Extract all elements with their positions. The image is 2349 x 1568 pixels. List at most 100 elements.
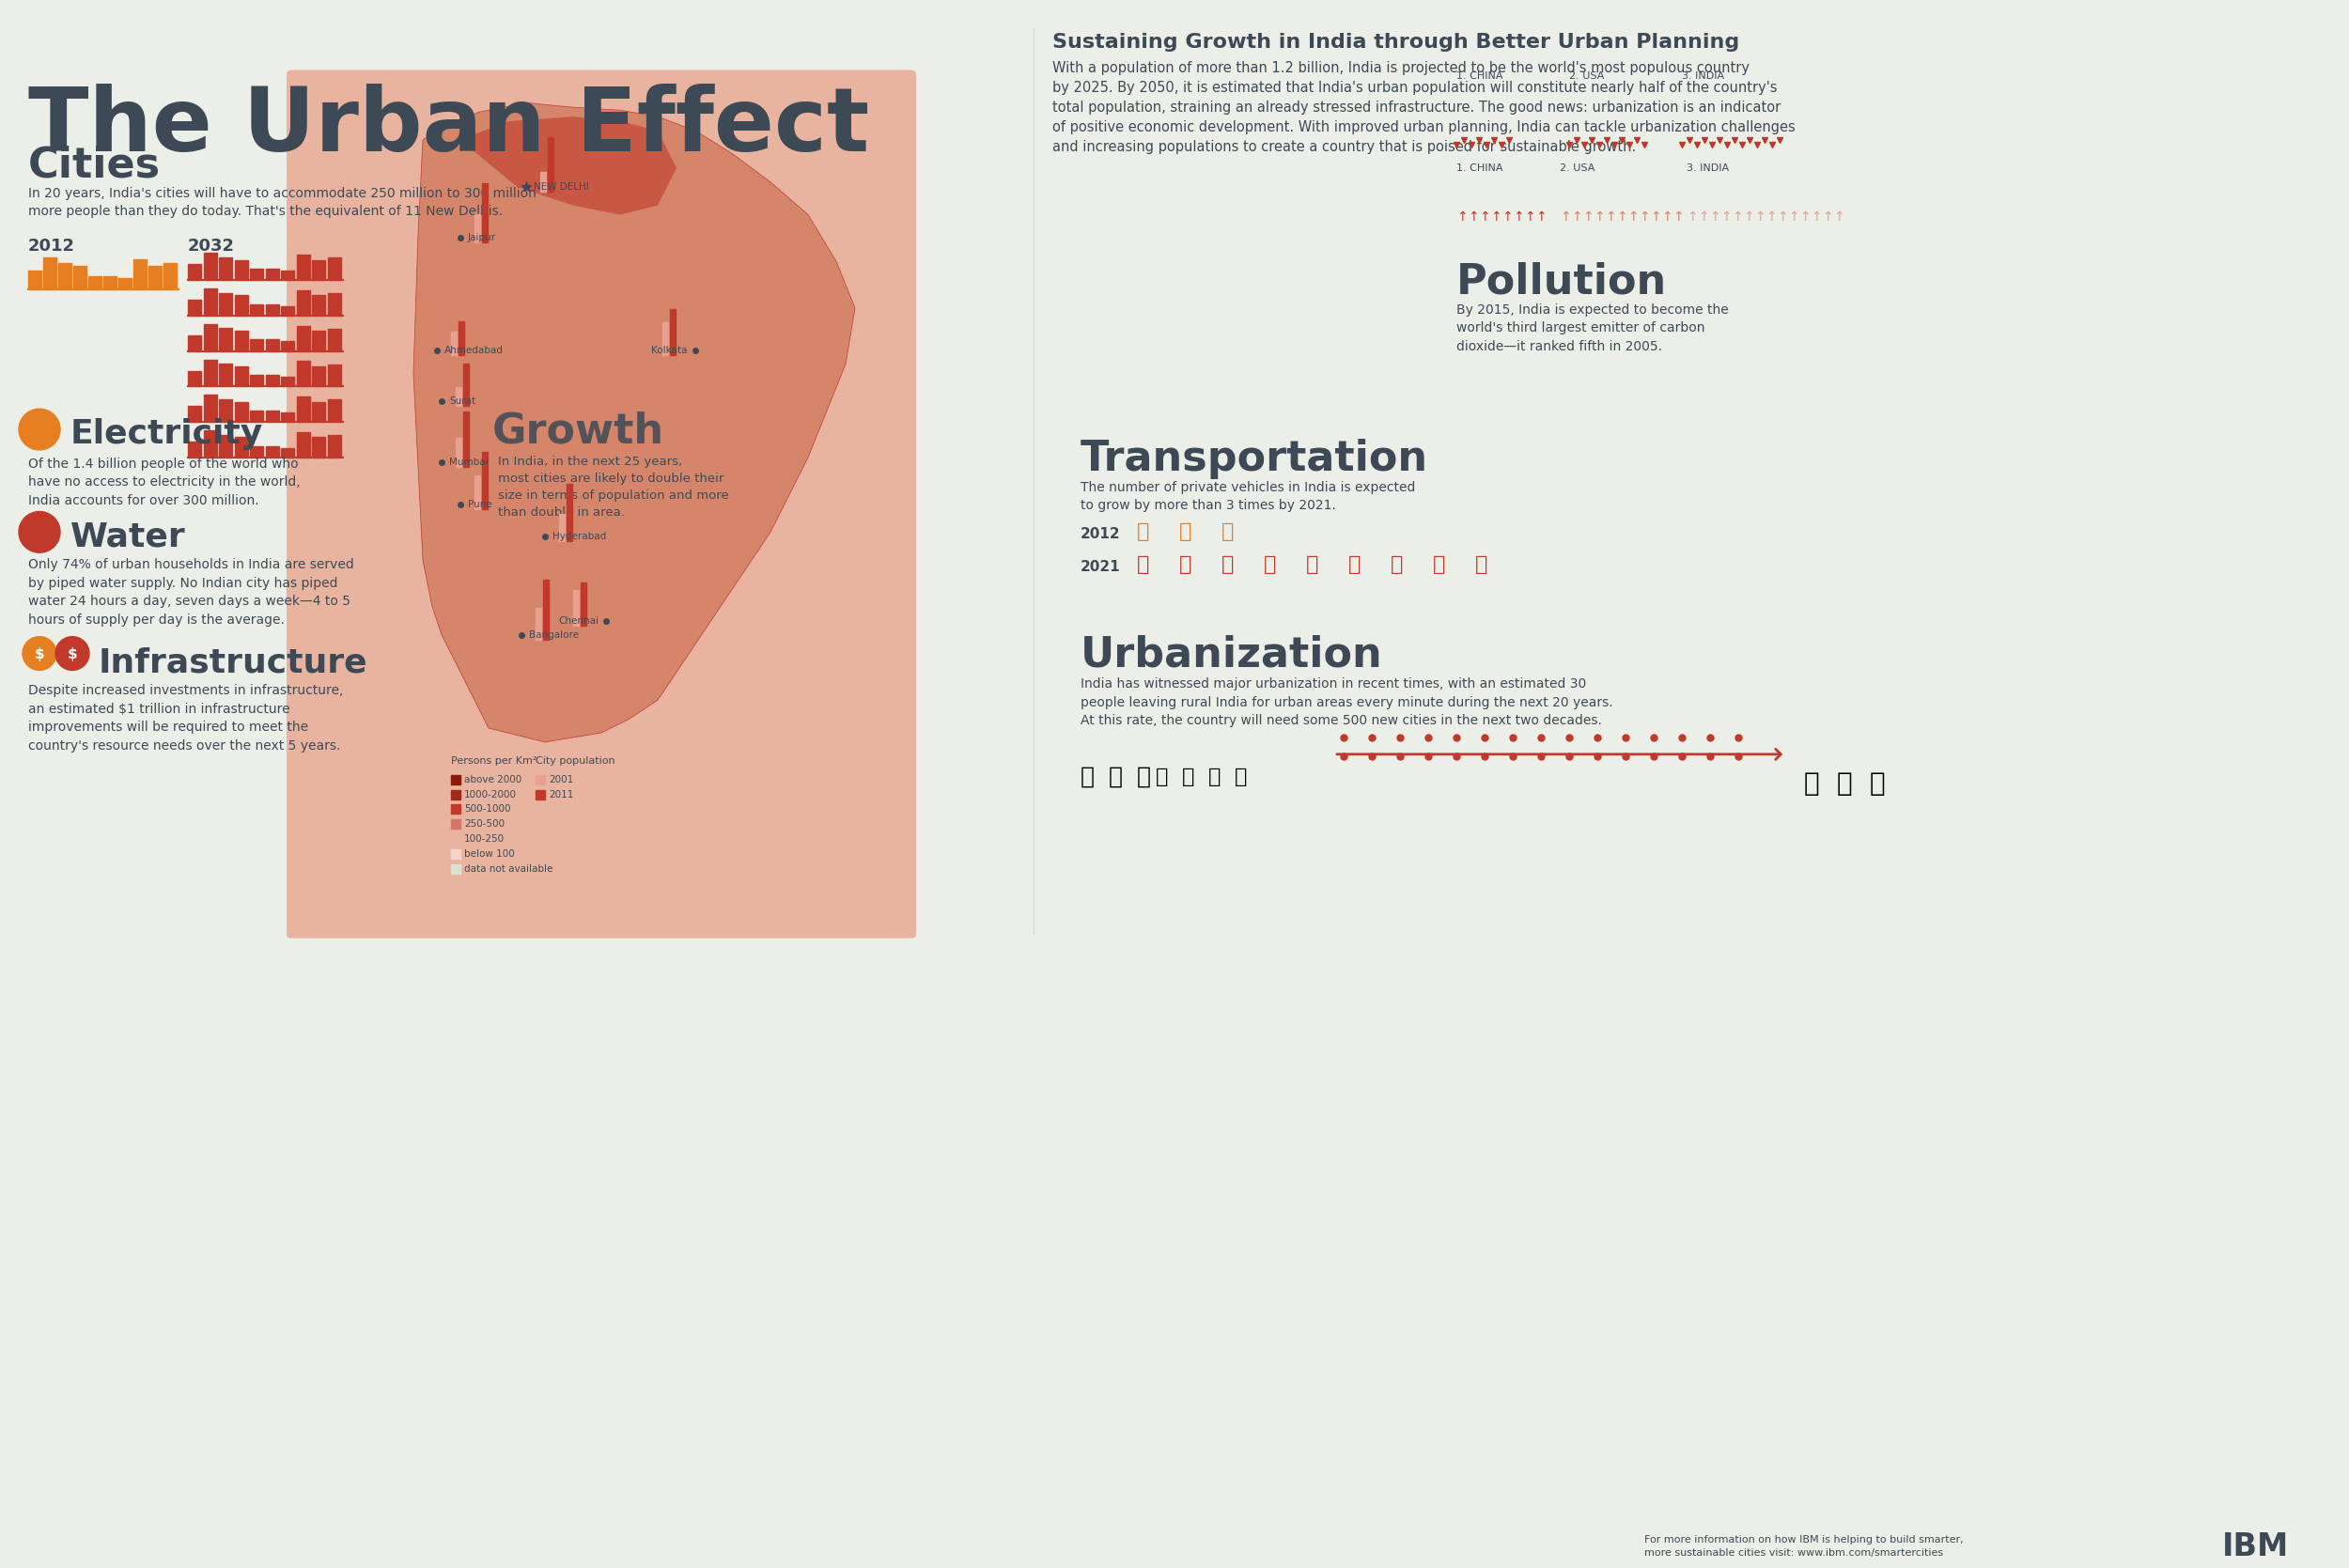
Text: above 2000: above 2000 [465,775,521,784]
Text: 2011: 2011 [550,790,573,800]
Bar [249,304,263,315]
Text: ↑: ↑ [1776,210,1788,223]
Text: Cities: Cities [28,144,160,185]
Text: IBM: IBM [2222,1530,2288,1562]
Bar [282,412,294,422]
Bar [463,412,470,467]
Text: ↑: ↑ [1698,210,1708,223]
Text: ↑: ↑ [1811,210,1820,223]
Text: Pune: Pune [467,499,493,508]
Bar [235,401,247,422]
Text: 🚗: 🚗 [1348,555,1360,574]
Bar [482,183,489,243]
FancyBboxPatch shape [287,71,916,938]
Text: ↑: ↑ [1788,210,1799,223]
Bar [218,434,233,458]
Bar [59,263,70,290]
Text: ↑: ↑ [1501,210,1513,223]
Bar [265,304,280,315]
Bar [312,331,324,351]
Text: ↑: ↑ [1536,210,1546,223]
Text: $: $ [68,648,78,662]
Text: 1. CHINA: 1. CHINA [1456,163,1503,172]
Text: With a population of more than 1.2 billion, India is projected to be the world's: With a population of more than 1.2 billi… [1052,61,1795,154]
Text: 🚗: 🚗 [1137,555,1149,574]
Text: $: $ [35,648,45,662]
Bar [451,331,456,354]
Text: ↑: ↑ [1743,210,1755,223]
Text: 3. INDIA: 3. INDIA [1687,163,1729,172]
Text: ↑: ↑ [1468,210,1478,223]
Text: ↑: ↑ [1480,210,1489,223]
Bar [327,400,341,422]
Bar [265,268,280,281]
Text: Persons per Km²: Persons per Km² [451,756,538,765]
Text: Of the 1.4 billion people of the world who
have no access to electricity in the : Of the 1.4 billion people of the world w… [28,458,301,506]
Bar [249,445,263,458]
Text: By 2015, India is expected to become the
world's third largest emitter of carbon: By 2015, India is expected to become the… [1456,303,1729,353]
Bar [188,336,202,351]
Bar [218,293,233,315]
Bar [249,375,263,386]
Bar [282,448,294,458]
Text: Only 74% of urban households in India are served
by piped water supply. No India: Only 74% of urban households in India ar… [28,558,355,626]
Text: 🚗: 🚗 [1433,555,1445,574]
Bar [265,445,280,458]
Bar [218,328,233,351]
Text: ↑: ↑ [1719,210,1731,223]
Text: Despite increased investments in infrastructure,
an estimated $1 trillion in inf: Despite increased investments in infrast… [28,684,343,753]
Bar [451,864,460,873]
Text: 🚗: 🚗 [1221,522,1233,541]
Bar [451,790,460,800]
Text: 🏠: 🏠 [1207,767,1221,786]
Text: Jaipur: Jaipur [467,234,496,243]
Text: In 20 years, India's cities will have to accommodate 250 million to 300 million
: In 20 years, India's cities will have to… [28,187,536,218]
Text: ↑: ↑ [1687,210,1698,223]
Bar [312,260,324,281]
Text: 100-250: 100-250 [465,834,505,844]
Text: ↑: ↑ [1593,210,1604,223]
Text: Ahmedabad: Ahmedabad [444,345,503,354]
Bar [463,364,470,406]
Text: ↑: ↑ [1513,210,1525,223]
Text: Hyderabad: Hyderabad [552,532,606,541]
Bar [296,433,310,458]
Text: ↑: ↑ [1731,210,1743,223]
Text: 🌳: 🌳 [1137,765,1151,789]
Bar [235,260,247,281]
Text: 2001: 2001 [550,775,573,784]
Bar [327,364,341,386]
Bar [296,290,310,315]
Text: 🚗: 🚗 [1264,555,1276,574]
Bar [265,340,280,351]
Bar [204,359,216,386]
Bar [566,483,573,541]
Text: ↑: ↑ [1604,210,1616,223]
Bar [204,395,216,422]
Bar [117,278,132,290]
Bar [204,430,216,458]
Bar [312,437,324,458]
Text: Electricity: Electricity [70,419,263,450]
Text: The Urban Effect: The Urban Effect [28,85,869,171]
Circle shape [56,637,89,670]
Text: Chennai: Chennai [559,616,599,626]
Text: Bangalore: Bangalore [529,630,578,640]
Polygon shape [460,116,677,215]
Bar [148,267,162,290]
Text: 1000-2000: 1000-2000 [465,790,517,800]
Bar [451,834,460,844]
Text: below 100: below 100 [465,850,514,859]
Text: 🌳: 🌳 [1109,765,1123,789]
Bar [282,342,294,351]
Bar [662,321,667,354]
Text: 2021: 2021 [1081,560,1120,574]
Bar [327,329,341,351]
Text: 2012: 2012 [28,238,75,256]
Text: 🚗: 🚗 [1221,555,1233,574]
Text: 🏠: 🏠 [1156,767,1167,786]
Text: The number of private vehicles in India is expected
to grow by more than 3 times: The number of private vehicles in India … [1081,481,1416,513]
Bar [218,364,233,386]
Circle shape [19,409,61,450]
Bar [327,257,341,281]
